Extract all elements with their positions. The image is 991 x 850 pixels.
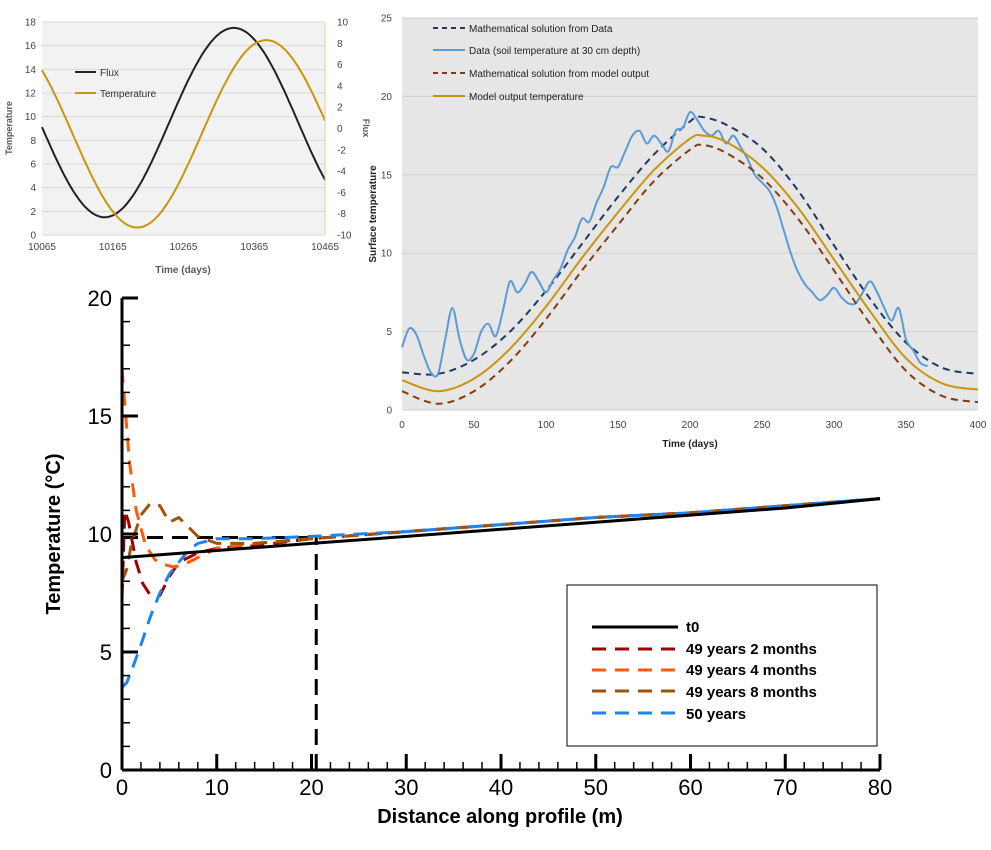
x-tick-label: 10365 [240, 242, 268, 253]
legend-label-math-data: Mathematical solution from Data [469, 24, 613, 35]
x-tick-label: 70 [773, 775, 797, 800]
x-tick-label: 60 [678, 775, 702, 800]
x-tick-label: 300 [826, 420, 843, 431]
series-line-50-years [120, 497, 881, 689]
y-tick-label: 4 [30, 183, 36, 194]
plot-area [402, 18, 978, 410]
legend-label-temperature: Temperature [100, 89, 157, 100]
y2-tick-label: -2 [337, 145, 346, 156]
y2-axis-title: Flux [361, 119, 371, 138]
x-axis-title: Time (days) [155, 265, 210, 276]
plot-area [42, 22, 325, 235]
y2-tick-label: -10 [337, 231, 352, 242]
x-tick-label: 350 [898, 420, 915, 431]
legend-label-model-temp: Model output temperature [469, 92, 584, 103]
legend-label-4-months: 49 years 4 months [686, 662, 817, 679]
y-tick-label: 6 [30, 160, 36, 171]
y2-tick-label: 6 [337, 60, 343, 71]
y-tick-label: 16 [25, 41, 37, 52]
y-tick-label: 20 [381, 92, 393, 103]
y2-tick-label: 4 [337, 81, 343, 92]
y-tick-label: 15 [88, 404, 112, 429]
series-line-49-years-2-months [120, 497, 881, 598]
x-tick-label: 10065 [28, 242, 56, 253]
x-tick-label: 10 [205, 775, 229, 800]
y-tick-label: 15 [381, 170, 393, 181]
legend-label-t0: t0 [686, 619, 699, 636]
series-line-model-output-temperature [401, 133, 979, 393]
y-tick-label: 14 [25, 65, 37, 76]
x-tick-label: 400 [970, 420, 987, 431]
series-line-mathematical-solution-from-data [401, 115, 979, 376]
x-tick-label: 250 [754, 420, 771, 431]
y-tick-label: 8 [30, 136, 36, 147]
legend-label-2-months: 49 years 2 months [686, 641, 817, 658]
x-tick-label: 20 [299, 775, 323, 800]
x-axis-title: Distance along profile (m) [377, 806, 623, 828]
y2-tick-label: -6 [337, 188, 346, 199]
y2-tick-label: 0 [337, 124, 343, 135]
x-tick-label: 40 [489, 775, 513, 800]
series-line-49-years-8-months [120, 497, 881, 582]
x-tick-label: 10265 [170, 242, 198, 253]
y-tick-label: 0 [386, 406, 392, 417]
x-tick-label: 10465 [311, 242, 339, 253]
series-line-mathematical-solution-from-model-output [401, 143, 979, 405]
y-tick-label: 5 [100, 640, 112, 665]
y2-tick-label: 2 [337, 103, 343, 114]
y-tick-label: 0 [30, 231, 36, 242]
x-tick-label: 0 [399, 420, 405, 431]
y-tick-label: 10 [25, 112, 37, 123]
y-axis-title: Temperature [4, 101, 14, 155]
y2-tick-label: -8 [337, 209, 346, 220]
x-tick-label: 30 [394, 775, 418, 800]
legend-label-50-years: 50 years [686, 706, 746, 723]
y-tick-label: 10 [88, 522, 112, 547]
y-tick-label: 25 [381, 14, 393, 25]
y-tick-label: 10 [381, 249, 393, 260]
x-tick-label: 50 [584, 775, 608, 800]
x-tick-label: 80 [868, 775, 892, 800]
x-tick-label: 50 [468, 420, 480, 431]
x-tick-label: 200 [682, 420, 699, 431]
y-tick-label: 18 [25, 18, 37, 29]
y2-tick-label: 8 [337, 39, 343, 50]
y-tick-label: 0 [100, 758, 112, 783]
y-axis-title: Surface temperature [368, 165, 379, 263]
x-tick-label: 0 [116, 775, 128, 800]
y-tick-label: 20 [88, 286, 112, 311]
y-tick-label: 12 [25, 89, 37, 100]
y2-tick-label: 10 [337, 18, 349, 29]
x-axis-title: Time (days) [662, 439, 717, 450]
legend-box: t0 49 years 2 months 49 years 4 months 4… [566, 584, 878, 747]
series-line-t0 [121, 497, 881, 560]
series-line-flux [41, 26, 326, 219]
x-tick-label: 10165 [99, 242, 127, 253]
legend-label-soil-data: Data (soil temperature at 30 cm depth) [469, 46, 640, 57]
y-tick-label: 5 [386, 327, 392, 338]
y-axis-title: Temperature (°C) [43, 454, 65, 615]
legend-label-math-model: Mathematical solution from model output [469, 69, 649, 80]
x-tick-label: 100 [538, 420, 555, 431]
series-line-data-soil-temperature-at-30-cm-depth [401, 110, 928, 378]
legend-label-flux: Flux [100, 68, 119, 79]
series-line-temperature [41, 39, 326, 229]
y-tick-label: 2 [30, 207, 36, 218]
y2-tick-label: -4 [337, 167, 346, 178]
x-tick-label: 150 [610, 420, 627, 431]
legend-label-8-months: 49 years 8 months [686, 684, 817, 701]
series-line-49-years-4-months [120, 368, 881, 569]
